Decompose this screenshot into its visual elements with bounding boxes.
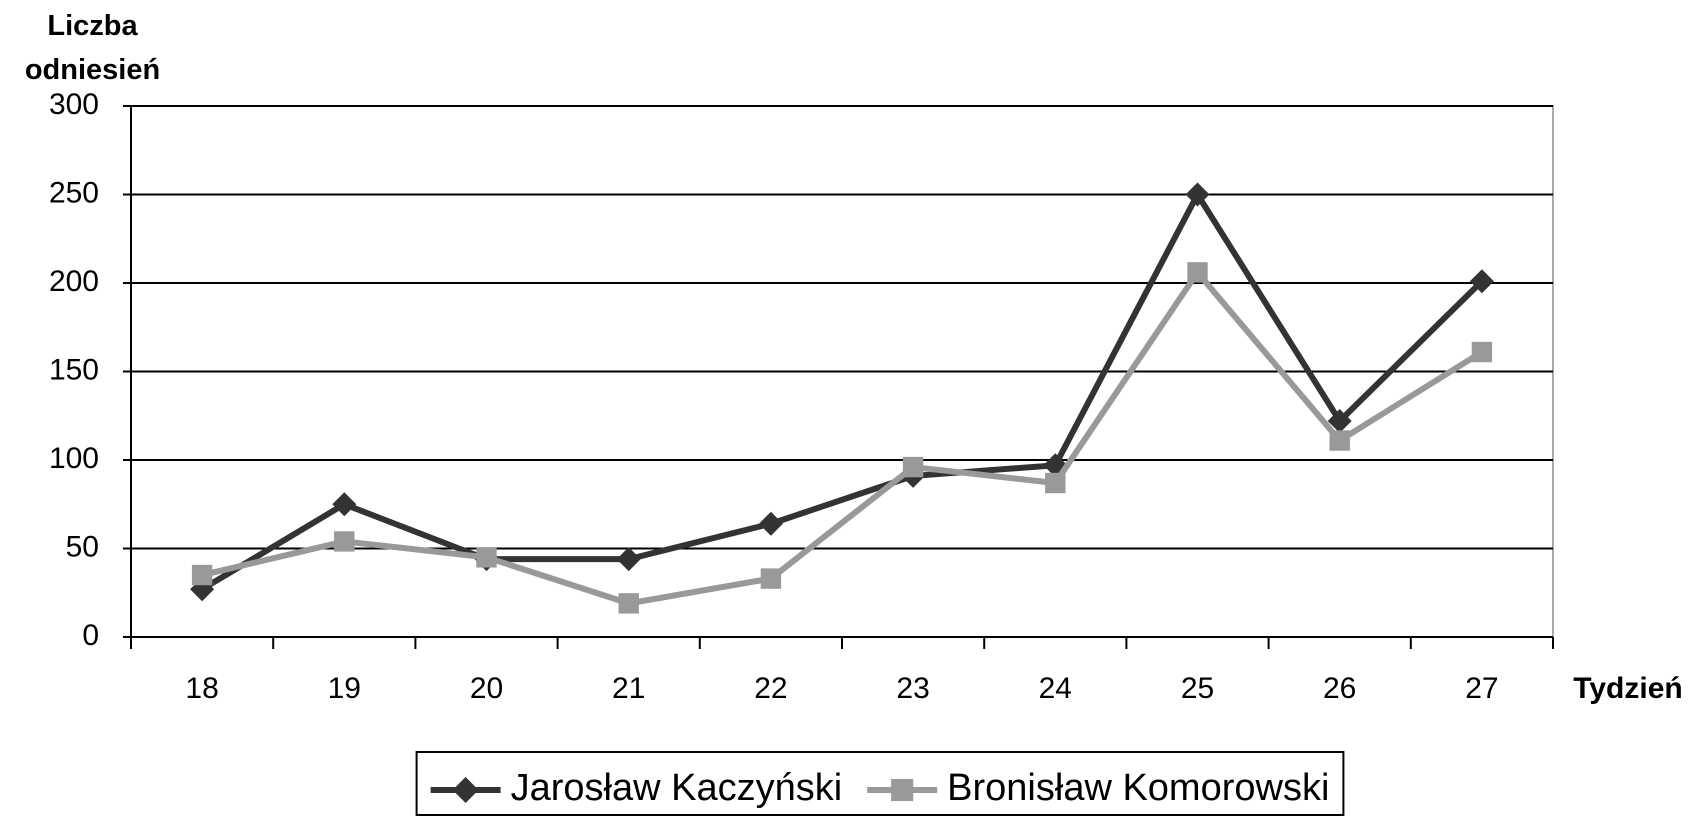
y-axis-label: Liczba odniesień xyxy=(0,4,185,92)
legend-label: Bronisław Komorowski xyxy=(947,767,1329,809)
legend-box xyxy=(415,751,1345,816)
x-tick-label: 26 xyxy=(1323,672,1356,705)
y-tick-label: 150 xyxy=(49,353,99,386)
y-tick-label: 0 xyxy=(82,619,99,652)
marker xyxy=(191,564,213,586)
marker xyxy=(758,511,783,536)
marker xyxy=(452,777,479,803)
marker xyxy=(1045,472,1066,494)
marker xyxy=(760,568,782,589)
x-tick-label: 21 xyxy=(612,672,645,705)
y-tick-label: 200 xyxy=(49,265,99,298)
x-tick-label: 18 xyxy=(185,672,218,705)
y-tick-label: 300 xyxy=(49,88,99,121)
x-tick-label: 22 xyxy=(754,672,787,705)
x-tick-label: 20 xyxy=(470,672,503,705)
legend: Jarosław Kaczyński Bronisław Komorowski xyxy=(415,751,1345,816)
marker xyxy=(1471,341,1493,363)
marker xyxy=(616,547,641,572)
y-tick-label: 50 xyxy=(66,530,99,563)
marker xyxy=(618,593,639,614)
x-axis-label: Tydzień xyxy=(1573,672,1682,705)
legend-item: Jarosław Kaczyński xyxy=(430,767,843,809)
marker xyxy=(334,531,355,552)
marker xyxy=(902,456,924,478)
marker xyxy=(1185,182,1210,207)
x-tick-label: 27 xyxy=(1465,672,1498,705)
marker xyxy=(1187,262,1208,283)
y-tick-label: 250 xyxy=(49,176,99,209)
x-tick-label: 25 xyxy=(1181,672,1214,705)
legend-item: Bronisław Komorowski xyxy=(867,767,1329,809)
marker xyxy=(891,778,914,802)
y-axis-label-text: Liczba odniesień xyxy=(24,10,161,86)
x-tick-label: 19 xyxy=(328,672,361,705)
y-tick-label: 100 xyxy=(49,442,99,475)
marker xyxy=(332,492,357,517)
marker xyxy=(476,547,497,568)
marker xyxy=(1329,430,1350,451)
marker xyxy=(1327,409,1352,434)
x-tick-label: 24 xyxy=(1039,672,1072,705)
marker xyxy=(1469,269,1494,294)
series-line xyxy=(200,191,1485,592)
series-line xyxy=(201,269,1484,607)
legend-label: Jarosław Kaczyński xyxy=(511,767,843,809)
x-tick-label: 23 xyxy=(896,672,929,705)
